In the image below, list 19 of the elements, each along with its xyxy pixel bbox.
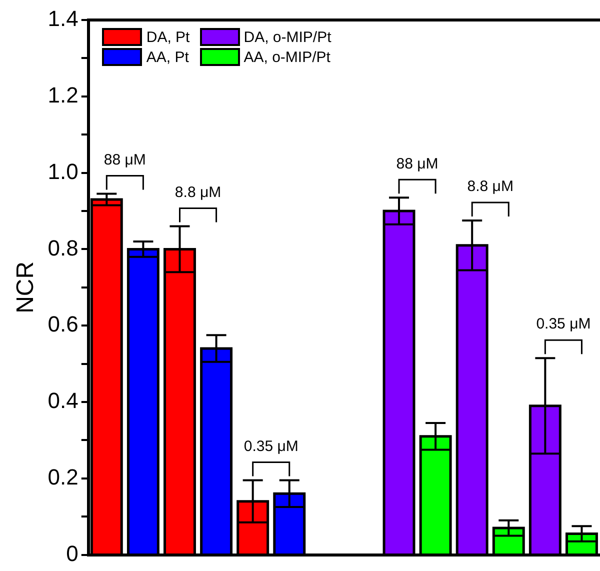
legend-label: DA, o-MIP/Pt <box>244 28 332 46</box>
y-tick-label: 1.0 <box>48 158 78 184</box>
annotation: 0.35 μM <box>244 438 298 455</box>
y-tick-label: 1.4 <box>48 6 78 32</box>
legend-label: AA, Pt <box>146 48 189 66</box>
y-tick-label: 0.2 <box>48 464 78 490</box>
annotation: 88 μM <box>104 151 146 168</box>
y-tick-label: 1.2 <box>48 82 78 108</box>
annotation: 0.35 μM <box>536 316 591 333</box>
annotation: 8.8 μM <box>174 184 222 201</box>
legend-label: DA, Pt <box>146 28 190 46</box>
legend-label: AA, o-MIP/Pt <box>244 48 330 66</box>
annotation: 8.8 μM <box>467 178 514 196</box>
y-axis-title: NCR <box>12 261 40 314</box>
y-tick-label: 0.8 <box>48 235 78 260</box>
y-tick-label: 0.4 <box>48 388 78 414</box>
annotation: 88 μM <box>396 155 438 172</box>
y-tick-label: 0.6 <box>48 312 78 337</box>
y-tick-label: 0 <box>66 540 78 566</box>
